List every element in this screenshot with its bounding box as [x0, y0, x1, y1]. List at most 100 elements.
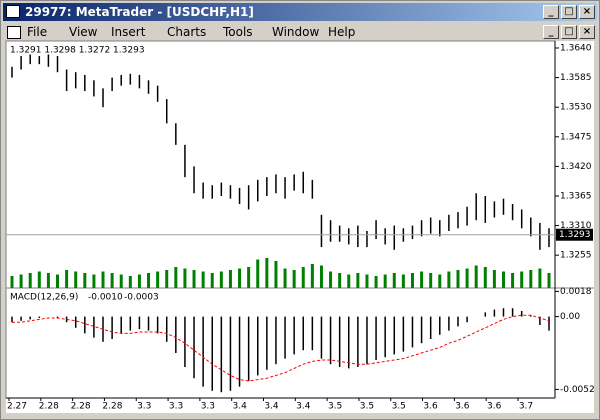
price-axis-area: [555, 41, 594, 398]
x-tick-label: 2.27: [7, 402, 27, 412]
x-tick-label: 3.3: [201, 402, 215, 412]
x-tick-label: 3.7: [519, 402, 533, 412]
macd-value: -0.0010: [88, 293, 123, 303]
volume-bar: [65, 270, 69, 288]
volume-bar: [238, 268, 242, 288]
x-tick-label: 3.3: [137, 402, 151, 412]
volume-bar: [210, 273, 214, 288]
x-tick-label: 3.4: [264, 402, 279, 412]
volume-bar: [183, 268, 187, 288]
y-tick-label: 1.3255: [560, 251, 592, 261]
time-axis-area: [6, 398, 594, 413]
app-icon: [6, 5, 20, 18]
doc-minimize[interactable]: _: [543, 25, 559, 39]
volume-bar: [56, 274, 60, 288]
volume-bar: [329, 271, 333, 288]
volume-bar: [292, 270, 296, 288]
volume-bar: [28, 273, 32, 288]
x-tick-label: 3.5: [328, 402, 342, 412]
volume-bar: [319, 265, 323, 288]
x-tick-label: 3.3: [169, 402, 183, 412]
y-tick-label: 1.3640: [560, 43, 592, 53]
volume-bar: [438, 274, 442, 288]
doc-icon: [7, 26, 21, 39]
volume-bar: [274, 261, 278, 288]
volume-bar: [228, 270, 232, 288]
x-tick-label: 3.6: [487, 402, 502, 412]
volume-bar: [538, 268, 542, 288]
y-tick-label: 1.3530: [560, 103, 592, 113]
doc-close[interactable]: ×: [579, 25, 595, 39]
volume-bar: [256, 259, 260, 288]
volume-bar: [10, 276, 14, 288]
y-tick-label: 0.0018: [560, 287, 592, 297]
volume-bar: [156, 271, 160, 288]
volume-bar: [83, 273, 87, 288]
x-tick-label: 3.5: [360, 402, 374, 412]
volume-bar: [92, 274, 96, 288]
chart-area: [5, 40, 556, 399]
y-tick-label: 1.3475: [560, 132, 592, 142]
menu-item[interactable]: File: [27, 25, 48, 39]
y-tick-label: -0.0052: [560, 385, 595, 395]
volume-bar: [110, 273, 114, 288]
volume-bar: [137, 274, 141, 288]
volume-bar: [192, 270, 196, 288]
menu-item[interactable]: Insert: [111, 25, 146, 39]
doc-restore[interactable]: □: [561, 25, 577, 39]
volume-bar: [529, 270, 533, 288]
y-tick-label: 1.3365: [560, 191, 592, 201]
volume-bar: [401, 274, 405, 288]
volume-bar: [520, 271, 524, 288]
volume-bar: [174, 267, 178, 288]
volume-bar: [147, 273, 151, 288]
menu-item[interactable]: Tools: [223, 25, 253, 39]
title-bar: 29977: MetaTrader - [USDCHF,H1] _ □ ×: [3, 3, 597, 21]
volume-bar: [219, 271, 223, 288]
volume-bar: [383, 274, 387, 288]
volume-bar: [447, 271, 451, 288]
menu-item[interactable]: Charts: [167, 25, 207, 39]
volume-bar: [265, 258, 269, 288]
volume-bar: [74, 271, 78, 288]
close-button[interactable]: ×: [579, 5, 595, 19]
window-title: 29977: MetaTrader - [USDCHF,H1]: [25, 5, 254, 19]
volume-bar: [465, 268, 469, 288]
volume-bar: [474, 265, 478, 288]
volume-bar: [456, 270, 460, 288]
volume-bar: [19, 274, 23, 288]
x-tick-label: 3.4: [296, 402, 311, 412]
x-tick-label: 2.28: [102, 402, 122, 412]
volume-bar: [356, 273, 360, 288]
volume-bar: [501, 271, 505, 288]
volume-bar: [410, 273, 414, 288]
macd-title: MACD(12,26,9): [10, 293, 78, 303]
volume-bar: [511, 273, 515, 288]
menu-item[interactable]: Help: [328, 25, 356, 39]
x-tick-label: 3.4: [233, 402, 248, 412]
y-tick-label: 1.3310: [560, 221, 592, 231]
volume-bar: [492, 270, 496, 288]
volume-bar: [347, 274, 351, 288]
x-tick-label: 3.6: [455, 402, 470, 412]
volume-bar: [247, 267, 251, 288]
x-tick-label: 2.28: [39, 402, 59, 412]
volume-bar: [283, 268, 287, 288]
volume-bar: [128, 276, 132, 288]
menu-bar: _ □ × File View Insert Charts Tools Window Help: [3, 23, 597, 41]
volume-bar: [165, 270, 169, 288]
maximize-button[interactable]: □: [561, 5, 577, 19]
volume-bar: [119, 274, 123, 288]
x-tick-label: 3.6: [423, 402, 438, 412]
volume-bar: [101, 271, 105, 288]
y-tick-label: 1.3420: [560, 162, 592, 172]
y-tick-label: 0.00: [560, 312, 580, 322]
y-tick-label: 1.3585: [560, 73, 592, 83]
volume-bar: [483, 267, 487, 288]
menu-item[interactable]: View: [69, 25, 98, 39]
menu-item[interactable]: Window: [272, 25, 320, 39]
volume-bar: [46, 273, 50, 288]
x-tick-label: 2.28: [71, 402, 91, 412]
minimize-button[interactable]: _: [543, 5, 559, 19]
